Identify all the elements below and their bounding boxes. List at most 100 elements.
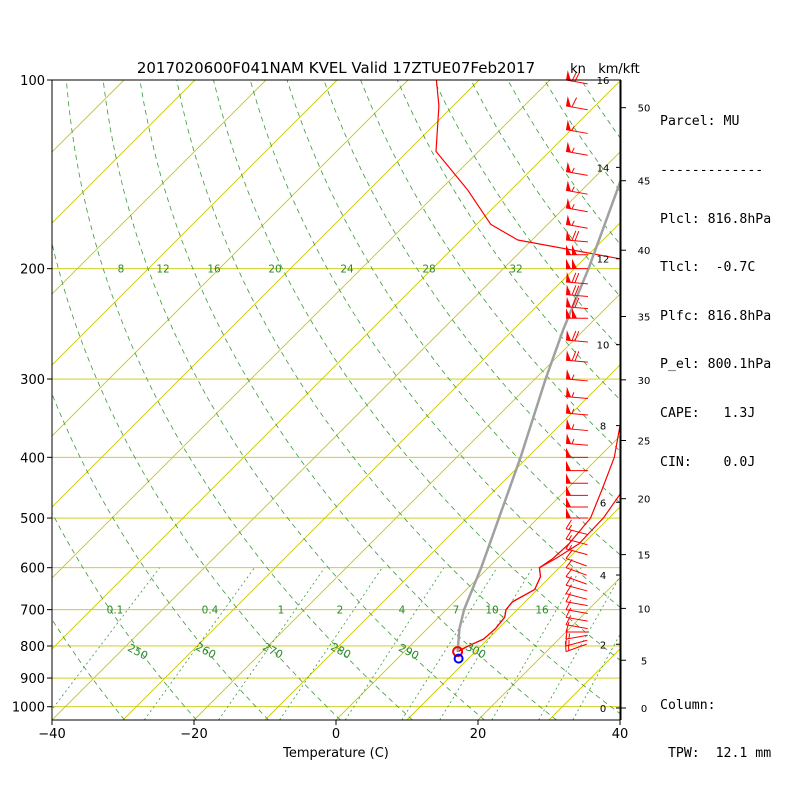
wind-barb-pennant bbox=[566, 141, 571, 153]
wind-barb-staff bbox=[565, 412, 588, 416]
mixing-ratio-line bbox=[439, 567, 533, 720]
wind-barb bbox=[565, 386, 588, 400]
wind-barb-flag bbox=[564, 641, 567, 652]
dry-adiabat-label: 270 bbox=[260, 640, 285, 661]
y-tick-label: 200 bbox=[20, 263, 45, 278]
dry-adiabat-line bbox=[139, 80, 557, 720]
mixing-ratio-line bbox=[218, 567, 325, 720]
wind-barb-pennant bbox=[572, 258, 577, 269]
profile-layer bbox=[435, 80, 620, 664]
wind-barb-half-flag bbox=[571, 186, 575, 192]
wind-units-label: kn bbox=[570, 62, 586, 77]
dry-adiabat-line bbox=[433, 80, 620, 349]
wind-barb-half-flag bbox=[571, 125, 575, 131]
wind-barb-pennant bbox=[566, 214, 571, 226]
wind-barb-flag bbox=[565, 529, 572, 540]
isotherm-line bbox=[264, 364, 620, 720]
wind-barb bbox=[566, 496, 588, 508]
wind-barb-half-flag bbox=[571, 424, 575, 430]
height-kft-label: 25 bbox=[638, 436, 651, 447]
x-tick-label: 20 bbox=[470, 727, 487, 742]
wind-barb-pennant bbox=[566, 330, 571, 341]
dry-adiabat-label: 260 bbox=[193, 640, 218, 661]
height-kft-label: 5 bbox=[641, 656, 647, 667]
wind-barb-flag bbox=[571, 330, 577, 341]
wind-barb-half-flag bbox=[571, 408, 575, 414]
wind-barb bbox=[565, 418, 588, 432]
height-units-label: km/kft bbox=[598, 62, 640, 77]
wind-barb-staff bbox=[565, 223, 588, 229]
wind-barb-pennant bbox=[572, 308, 577, 319]
wind-barb-staff bbox=[565, 576, 587, 585]
wind-barb bbox=[565, 96, 588, 111]
wind-barb-staff bbox=[565, 643, 587, 653]
wind-barb-staff bbox=[565, 601, 588, 607]
wind-barb-flag bbox=[565, 600, 572, 610]
wind-barb-flag bbox=[574, 330, 580, 342]
height-kft-label: 10 bbox=[638, 604, 651, 615]
isotherm-line bbox=[335, 435, 620, 720]
y-tick-label: 600 bbox=[20, 562, 45, 577]
temperature-line bbox=[458, 493, 620, 653]
wind-barb bbox=[566, 244, 588, 256]
column-title: Column: bbox=[660, 697, 716, 713]
wind-barb-flag bbox=[571, 285, 577, 296]
isotherm-line bbox=[52, 80, 480, 508]
wind-barb bbox=[565, 539, 588, 556]
wind-barb-pennant bbox=[566, 119, 571, 131]
wind-barb bbox=[565, 284, 588, 298]
height-kft-label: 30 bbox=[638, 376, 651, 387]
x-tick-label: 40 bbox=[612, 727, 629, 742]
wind-barb-flag bbox=[565, 549, 573, 559]
height-kft-label: 15 bbox=[638, 551, 651, 562]
wind-barb-half-flag bbox=[571, 374, 575, 380]
wind-barb-half-flag bbox=[571, 147, 575, 153]
x-tick-label: 0 bbox=[332, 727, 340, 742]
mixing-ratio-label: 0.1 bbox=[107, 605, 124, 617]
wind-barb bbox=[565, 296, 588, 310]
wind-barb-pennant bbox=[566, 70, 571, 81]
wind-barb bbox=[565, 600, 588, 614]
wind-barb-pennant bbox=[566, 447, 571, 458]
plot-frame bbox=[51, 79, 621, 721]
dry-adiabat-label: 300 bbox=[463, 640, 488, 661]
isotherm-line bbox=[52, 80, 338, 366]
wind-barb-flag bbox=[574, 351, 580, 362]
wind-barb-flag bbox=[565, 592, 572, 602]
wind-barb bbox=[565, 584, 588, 600]
chart-title: 2017020600F041NAM KVEL Valid 17ZTUE07Feb… bbox=[137, 59, 535, 77]
height-kft-label: 50 bbox=[638, 104, 651, 115]
height-km-label: 4 bbox=[600, 571, 606, 582]
height-km-label: 0 bbox=[600, 704, 606, 715]
parcel-cin: CIN: 0.0J bbox=[660, 454, 756, 470]
wind-barb bbox=[565, 271, 588, 285]
parcel-plfc: Plfc: 816.8hPa bbox=[660, 308, 772, 324]
wind-barb-flag bbox=[565, 607, 572, 618]
wind-barb bbox=[565, 369, 588, 382]
dry-adiabat-line bbox=[52, 618, 125, 720]
isotherm-line bbox=[52, 80, 551, 579]
wind-barb bbox=[566, 473, 588, 484]
dry-adiabat-line bbox=[102, 80, 485, 720]
dry-adiabat-label: 290 bbox=[396, 641, 421, 662]
wind-barb bbox=[565, 621, 588, 633]
wind-barb-flag bbox=[565, 621, 570, 633]
wind-barb-staff bbox=[565, 584, 588, 592]
wind-barb-pennant bbox=[566, 230, 571, 241]
mixing-ratio-line bbox=[572, 633, 620, 720]
mixing-ratio-line bbox=[143, 567, 255, 720]
isotherm-line bbox=[193, 293, 620, 720]
wind-barb bbox=[566, 447, 588, 458]
wind-barb-staff bbox=[565, 639, 588, 647]
wind-barb-pennant bbox=[566, 198, 571, 209]
dry-adiabat-line bbox=[52, 241, 341, 720]
wind-barb-pennant bbox=[566, 296, 571, 308]
dry-adiabat-line bbox=[249, 80, 620, 608]
wind-barb bbox=[565, 615, 588, 630]
wind-barb bbox=[566, 460, 588, 472]
wind-barb-pennant bbox=[566, 403, 571, 414]
parcel-temperature-marker bbox=[452, 646, 464, 658]
y-tick-label: 1000 bbox=[12, 701, 45, 716]
dewpoint-line bbox=[435, 80, 620, 653]
